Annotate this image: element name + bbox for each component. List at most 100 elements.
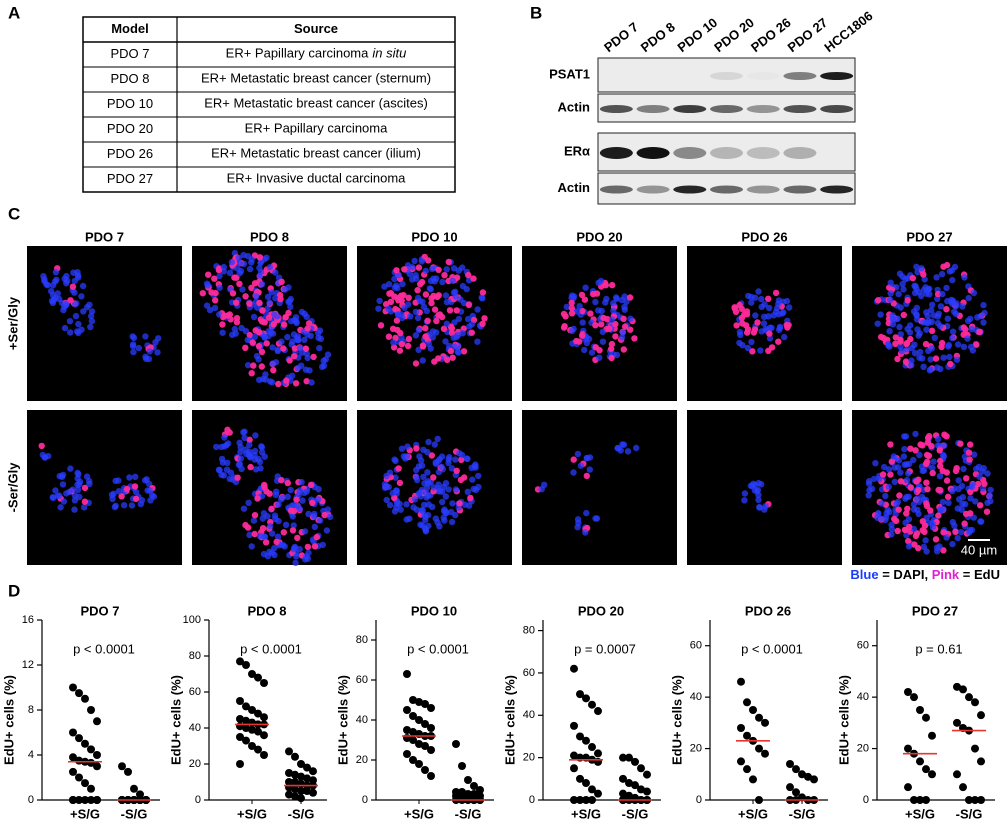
edu-nucleus xyxy=(897,478,905,485)
dapi-nucleus xyxy=(261,334,269,341)
dapi-nucleus xyxy=(235,254,242,262)
dapi-nucleus xyxy=(574,524,581,531)
dapi-nucleus xyxy=(295,336,302,344)
dapi-nucleus xyxy=(275,501,282,508)
data-point xyxy=(248,742,256,750)
dapi-nucleus xyxy=(422,516,429,524)
dapi-nucleus xyxy=(579,319,586,326)
data-point xyxy=(588,700,596,709)
dapi-nucleus xyxy=(917,292,925,300)
micrograph xyxy=(27,246,182,401)
dapi-nucleus xyxy=(905,516,913,523)
data-point xyxy=(637,785,645,794)
data-point xyxy=(285,747,293,756)
data-point xyxy=(971,744,979,753)
y-tick-label: 0 xyxy=(696,794,702,806)
dapi-nucleus xyxy=(593,515,601,522)
dapi-nucleus xyxy=(885,483,892,491)
dapi-nucleus xyxy=(271,544,278,552)
edu-nucleus xyxy=(248,284,255,291)
dapi-nucleus xyxy=(933,364,941,371)
dapi-nucleus xyxy=(296,505,303,512)
dapi-nucleus xyxy=(293,553,300,560)
dapi-nucleus xyxy=(439,278,446,286)
dapi-nucleus xyxy=(385,305,392,312)
data-point xyxy=(242,661,250,669)
dapi-nucleus xyxy=(75,471,82,478)
dapi-nucleus xyxy=(60,498,68,505)
edu-nucleus xyxy=(447,347,455,355)
edu-nucleus xyxy=(398,292,405,299)
image-column-label: PDO 7 xyxy=(85,229,124,244)
dapi-nucleus xyxy=(886,328,893,335)
dapi-nucleus xyxy=(314,496,322,503)
dapi-nucleus xyxy=(412,473,420,481)
data-point xyxy=(87,784,95,793)
dapi-nucleus xyxy=(452,456,459,463)
dapi-nucleus xyxy=(422,267,429,275)
blot-band xyxy=(783,72,817,80)
dapi-nucleus xyxy=(887,290,894,297)
dapi-nucleus xyxy=(865,492,872,499)
edu-nucleus xyxy=(894,355,901,363)
dapi-nucleus xyxy=(913,263,920,270)
dapi-nucleus xyxy=(448,465,456,472)
edu-nucleus xyxy=(935,512,942,519)
dapi-nucleus xyxy=(385,281,393,288)
dapi-nucleus xyxy=(61,324,69,332)
data-point xyxy=(421,700,429,708)
dapi-nucleus xyxy=(938,270,946,278)
dapi-nucleus xyxy=(296,344,304,352)
dapi-nucleus xyxy=(71,506,78,513)
dapi-nucleus xyxy=(943,284,950,292)
edu-nucleus xyxy=(904,297,911,304)
data-point xyxy=(69,683,77,692)
y-tick-label: 20 xyxy=(523,752,535,764)
dapi-nucleus xyxy=(56,472,63,480)
dapi-nucleus xyxy=(81,504,88,511)
edu-nucleus xyxy=(744,329,751,336)
edu-nucleus xyxy=(433,317,440,325)
dapi-nucleus xyxy=(223,441,230,449)
dapi-nucleus xyxy=(143,476,150,483)
table-header: Model xyxy=(111,21,149,36)
data-point xyxy=(403,750,411,758)
dapi-nucleus xyxy=(463,285,470,293)
dapi-nucleus xyxy=(375,305,382,312)
dapi-nucleus xyxy=(895,290,902,298)
y-axis-label: EdU+ cells (%) xyxy=(335,675,350,765)
dapi-nucleus xyxy=(52,278,59,285)
dapi-nucleus xyxy=(744,344,751,352)
blot-row-label: Actin xyxy=(558,180,591,195)
edu-nucleus xyxy=(229,290,237,297)
data-point xyxy=(588,785,596,794)
dapi-nucleus xyxy=(970,514,977,521)
dapi-nucleus xyxy=(624,448,632,455)
edu-nucleus xyxy=(961,520,968,527)
dapi-nucleus xyxy=(216,272,223,280)
dapi-nucleus xyxy=(66,318,74,325)
data-point xyxy=(236,715,244,723)
dapi-nucleus xyxy=(900,286,907,293)
dapi-nucleus xyxy=(272,269,279,276)
dapi-nucleus xyxy=(414,314,422,322)
table-cell: PDO 27 xyxy=(107,171,153,186)
dapi-nucleus xyxy=(229,476,236,483)
dapi-nucleus xyxy=(929,520,936,527)
dapi-nucleus xyxy=(401,304,408,312)
dapi-nucleus xyxy=(903,476,911,484)
dapi-nucleus xyxy=(262,376,269,383)
dapi-nucleus xyxy=(908,362,915,369)
dapi-nucleus xyxy=(132,473,139,480)
data-point xyxy=(69,728,77,737)
dapi-nucleus xyxy=(239,286,246,293)
dapi-nucleus xyxy=(220,263,227,271)
x-tick-label: +S/G xyxy=(404,806,434,821)
data-point xyxy=(248,725,256,734)
dapi-nucleus xyxy=(898,347,905,355)
edu-nucleus xyxy=(428,452,435,459)
edu-nucleus xyxy=(775,338,782,345)
dapi-nucleus xyxy=(409,264,416,271)
data-point xyxy=(421,766,429,774)
edu-nucleus xyxy=(568,310,576,317)
